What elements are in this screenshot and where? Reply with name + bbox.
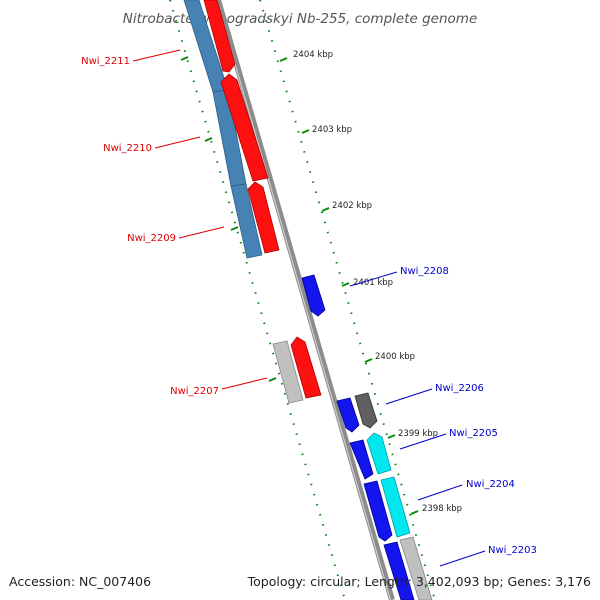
gene-label-nwi-2210[interactable]: Nwi_2210 [103,143,152,154]
gene-nwi-2211-red[interactable] [203,0,236,73]
major-tick [387,434,396,439]
label-leader [385,388,433,405]
gene-label-nwi-2206[interactable]: Nwi_2206 [435,383,484,394]
gene-label-nwi-2204[interactable]: Nwi_2204 [466,479,515,490]
major-tick [279,57,288,62]
label-leader [417,484,463,501]
tick-label-2401: 2401 kbp [353,278,393,288]
right-gene-labels: Nwi_2208 Nwi_2206 Nwi_2205 Nwi_2204 Nwi_… [349,266,537,567]
inner-tick-row [259,0,436,600]
label-leader [132,49,181,62]
genome-summary-text: Topology: circular; Length: 3,402,093 bp… [247,574,591,589]
label-leader [154,136,201,149]
gene-nwi-2209-red[interactable] [247,181,280,254]
gene-nwi-2206-blue[interactable] [336,397,360,433]
gene-nwi-2206[interactable] [354,392,378,429]
scale-labels: 2404 kbp 2403 kbp 2402 kbp 2401 kbp 2400… [293,50,462,514]
genome-title: Nitrobacter winogradskyi Nb-255, complet… [123,11,478,27]
major-tick [180,56,189,61]
tick-label-2403: 2403 kbp [312,125,352,135]
major-tick [410,510,419,515]
gene-label-nwi-2205[interactable]: Nwi_2205 [449,428,498,439]
gene-nwi-2208[interactable] [301,274,326,317]
gene-nwi-2205[interactable] [366,432,392,475]
label-leader [439,550,486,567]
label-leader [221,377,268,390]
left-gene-labels: Nwi_2211 Nwi_2210 Nwi_2209 Nwi_2207 [81,49,268,397]
major-tick [341,282,350,287]
genes [183,0,433,600]
label-leader [349,271,398,287]
genome-backbone [215,0,395,600]
gene-nwi-2205-blue[interactable] [349,439,374,480]
label-leader [178,226,225,239]
major-tick [204,137,213,142]
gene-label-nwi-2211[interactable]: Nwi_2211 [81,56,130,67]
gene-label-nwi-2208[interactable]: Nwi_2208 [400,266,449,277]
major-tick [301,129,310,134]
gene-label-nwi-2207[interactable]: Nwi_2207 [170,386,219,397]
tick-label-2400: 2400 kbp [375,352,415,362]
gene-nwi-2207-grey[interactable] [272,340,304,404]
tick-rows [169,0,436,600]
gene-label-nwi-2209[interactable]: Nwi_2209 [127,233,176,244]
gene-nwi-2203[interactable] [399,536,433,600]
gene-nwi-2209[interactable] [230,183,263,259]
major-tick [364,358,373,363]
gene-nwi-2207[interactable] [290,336,322,399]
gene-nwi-2203-blue[interactable] [383,541,415,600]
gene-nwi-2204[interactable] [380,476,411,538]
genome-backbone-highlight [215,0,392,600]
gene-nwi-2204-blue[interactable] [363,480,393,542]
gene-label-nwi-2203[interactable]: Nwi_2203 [488,545,537,556]
accession-text: Accession: NC_007406 [9,574,151,589]
major-tick [321,207,330,212]
major-ticks [180,56,419,515]
tick-label-2402: 2402 kbp [332,201,372,211]
major-tick [230,226,239,231]
tick-label-2404: 2404 kbp [293,50,333,60]
label-leader [399,433,447,450]
tick-label-2398: 2398 kbp [422,504,462,514]
gene-nwi-2210-red[interactable] [220,73,269,182]
tick-label-2399: 2399 kbp [398,429,438,439]
major-tick [268,377,277,382]
